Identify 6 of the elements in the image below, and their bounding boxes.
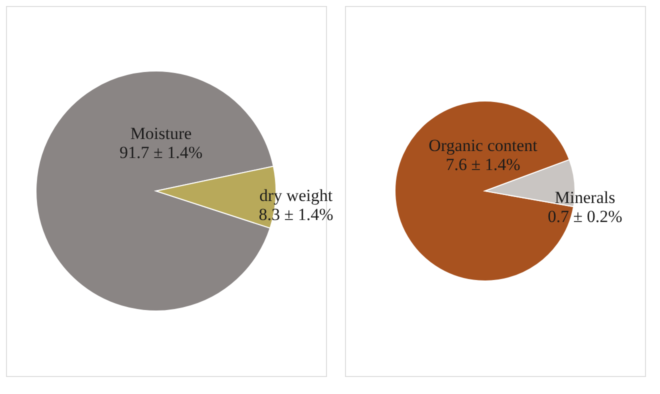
slice-label: Organic content	[428, 136, 538, 155]
data-label: 7.6 ± 1.4%	[446, 155, 520, 174]
slice-label: Moisture	[130, 124, 192, 143]
slice-label: Minerals	[554, 188, 616, 207]
data-label: 91.7 ± 1.4%	[120, 143, 202, 162]
data-label: 0.7 ± 0.2%	[548, 207, 622, 226]
